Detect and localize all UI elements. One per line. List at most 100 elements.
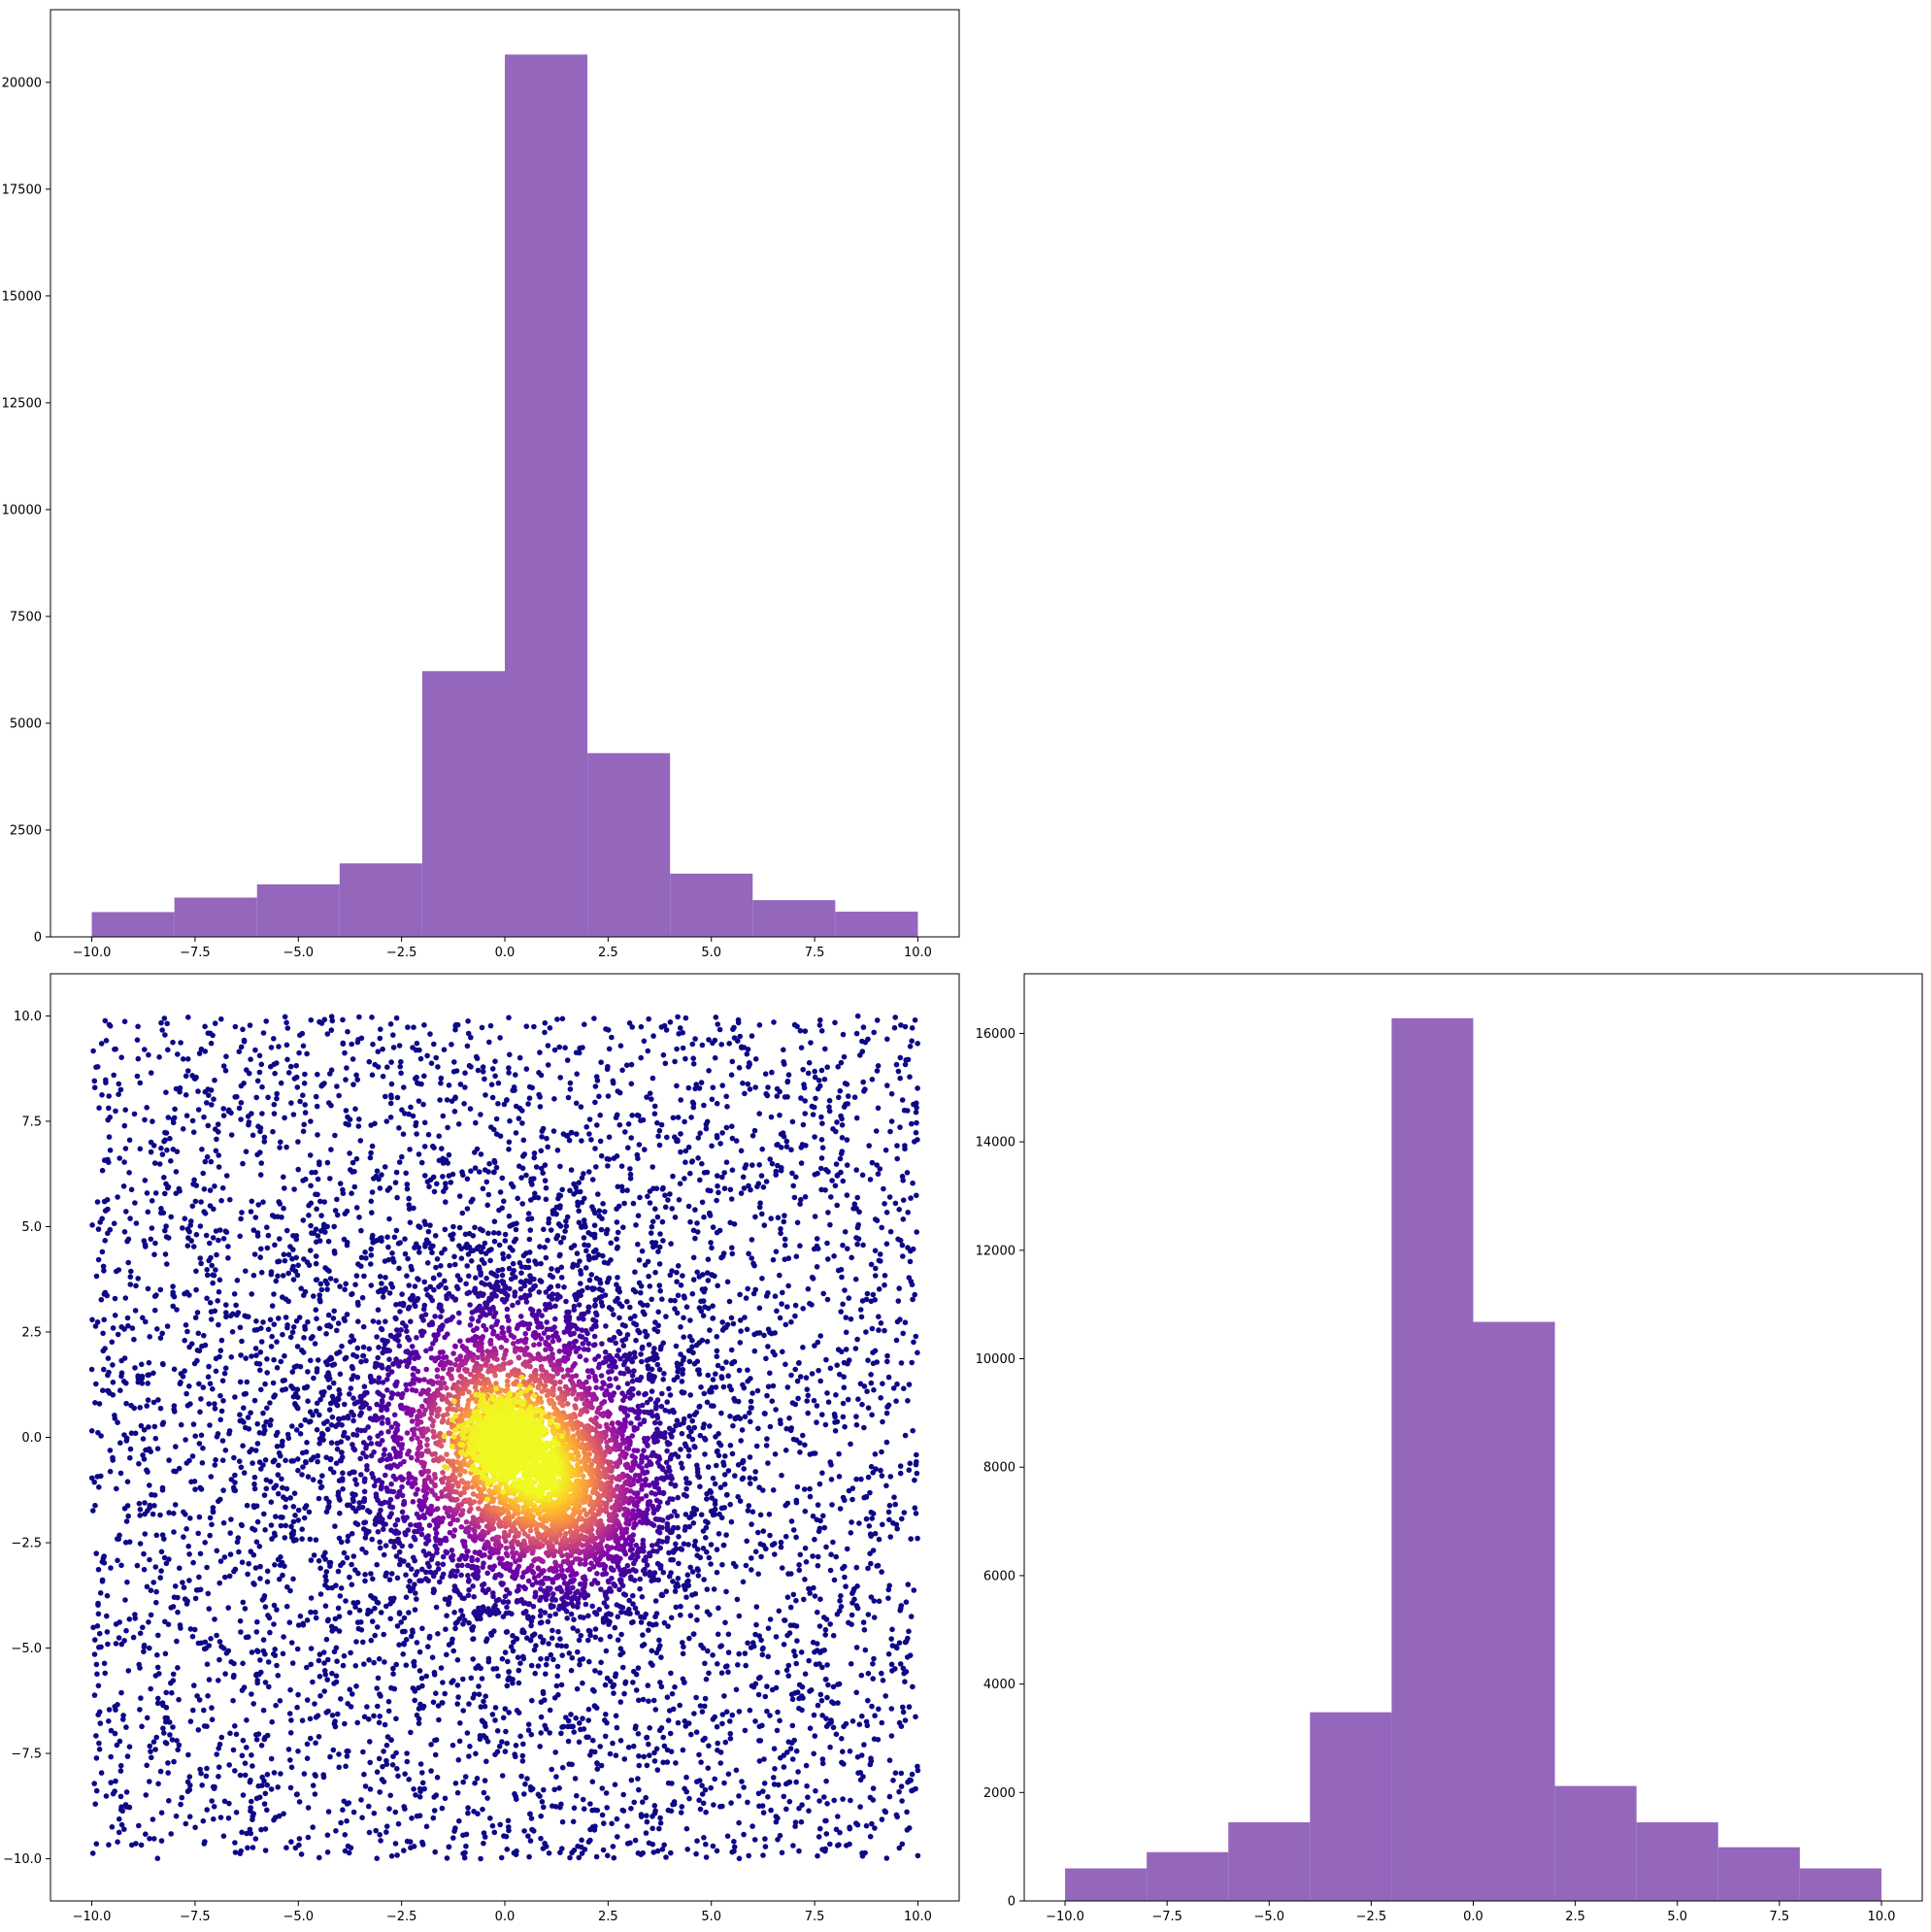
scatter-point — [233, 1302, 239, 1309]
x-tick-label: −7.5 — [180, 946, 211, 960]
scatter-point — [636, 1142, 643, 1148]
scatter-point — [434, 1181, 440, 1187]
scatter-point — [123, 1789, 130, 1795]
scatter-point — [464, 1176, 471, 1183]
scatter-point — [317, 1565, 323, 1572]
scatter-point — [139, 1381, 146, 1386]
scatter-point — [519, 1165, 526, 1172]
scatter-point — [879, 1224, 884, 1231]
scatter-point — [807, 1300, 813, 1307]
scatter-point — [152, 1564, 159, 1570]
scatter-point — [721, 1482, 728, 1487]
scatter-point — [769, 1686, 776, 1693]
scatter-point — [549, 1803, 555, 1809]
scatter-point — [783, 1781, 789, 1787]
scatter-point — [904, 1654, 911, 1660]
scatter-point — [141, 1642, 148, 1649]
scatter-point — [773, 1634, 780, 1640]
scatter-point — [705, 1765, 712, 1771]
scatter-point — [905, 1245, 911, 1250]
scatter-point — [137, 1080, 144, 1086]
scatter-point — [870, 1785, 877, 1791]
scatter-point — [308, 1357, 314, 1364]
scatter-point — [714, 1197, 719, 1204]
scatter-point — [722, 1453, 728, 1459]
scatter-point — [571, 1805, 578, 1812]
scatter-point — [353, 1155, 360, 1162]
scatter-point — [378, 1610, 384, 1616]
scatter-point — [900, 1330, 906, 1337]
scatter-point — [746, 1852, 751, 1859]
scatter-point — [284, 1324, 290, 1331]
scatter-point — [915, 1852, 921, 1859]
scatter-point — [902, 1717, 909, 1723]
scatter-point — [680, 1640, 685, 1646]
scatter-point — [385, 1244, 391, 1250]
scatter-point — [353, 1273, 360, 1279]
scatter-point — [324, 1286, 330, 1292]
scatter-point — [93, 1841, 100, 1847]
scatter-point — [703, 1809, 709, 1815]
scatter-point — [883, 1410, 890, 1416]
scatter-point — [151, 1503, 157, 1509]
scatter-point — [716, 1531, 722, 1537]
scatter-point — [746, 1250, 751, 1257]
scatter-point — [657, 1680, 663, 1685]
scatter-point — [796, 1567, 803, 1574]
scatter-point — [876, 1536, 882, 1543]
scatter-point — [289, 1423, 295, 1429]
scatter-point — [634, 1610, 641, 1616]
scatter-point — [295, 1394, 301, 1400]
scatter-point — [770, 1487, 777, 1493]
scatter-point — [444, 1613, 449, 1618]
scatter-point — [276, 1258, 283, 1264]
scatter-point — [658, 1591, 665, 1598]
scatter-point — [285, 1298, 292, 1305]
scatter-point — [718, 1410, 724, 1416]
scatter-point — [387, 1616, 394, 1622]
scatter-point — [506, 1070, 512, 1076]
scatter-point — [622, 1129, 628, 1135]
scatter-point — [867, 1177, 874, 1183]
scatter-point — [401, 1640, 407, 1647]
scatter-point — [792, 1652, 798, 1659]
scatter-point — [822, 1421, 829, 1428]
scatter-point — [179, 1794, 185, 1801]
scatter-point — [127, 1454, 133, 1461]
scatter-point — [674, 1138, 680, 1145]
scatter-point — [496, 1744, 503, 1749]
scatter-point — [595, 1191, 601, 1197]
scatter-point — [502, 1749, 509, 1754]
scatter-point — [818, 1067, 825, 1074]
scatter-point — [913, 1461, 919, 1468]
scatter-point — [472, 1165, 479, 1171]
scatter-point — [313, 1307, 319, 1313]
scatter-point — [687, 1613, 694, 1618]
scatter-point — [268, 1522, 275, 1528]
scatter-point — [421, 1073, 427, 1080]
scatter-point — [842, 1423, 848, 1430]
scatter-point — [571, 1729, 577, 1735]
scatter-point — [248, 1209, 254, 1215]
scatter-point — [816, 1834, 822, 1840]
scatter-point — [436, 1133, 443, 1139]
scatter-point — [538, 1148, 545, 1154]
scatter-point — [660, 1734, 666, 1741]
scatter-point — [452, 1022, 459, 1029]
scatter-point — [636, 1762, 643, 1769]
scatter-point — [190, 1559, 196, 1566]
scatter-point — [502, 1706, 509, 1712]
scatter-point — [568, 1245, 575, 1250]
scatter-point — [690, 1520, 697, 1526]
scatter-point — [320, 1437, 326, 1443]
scatter-point — [264, 1224, 270, 1230]
scatter-point — [251, 1474, 258, 1481]
scatter-point — [274, 1444, 281, 1449]
scatter-point — [395, 1773, 401, 1780]
scatter-point — [387, 1021, 394, 1027]
scatter-point — [827, 1459, 833, 1465]
scatter-point — [165, 1621, 172, 1627]
scatter-point — [646, 1840, 652, 1847]
scatter-point — [339, 1476, 346, 1482]
scatter-point — [725, 1631, 732, 1638]
